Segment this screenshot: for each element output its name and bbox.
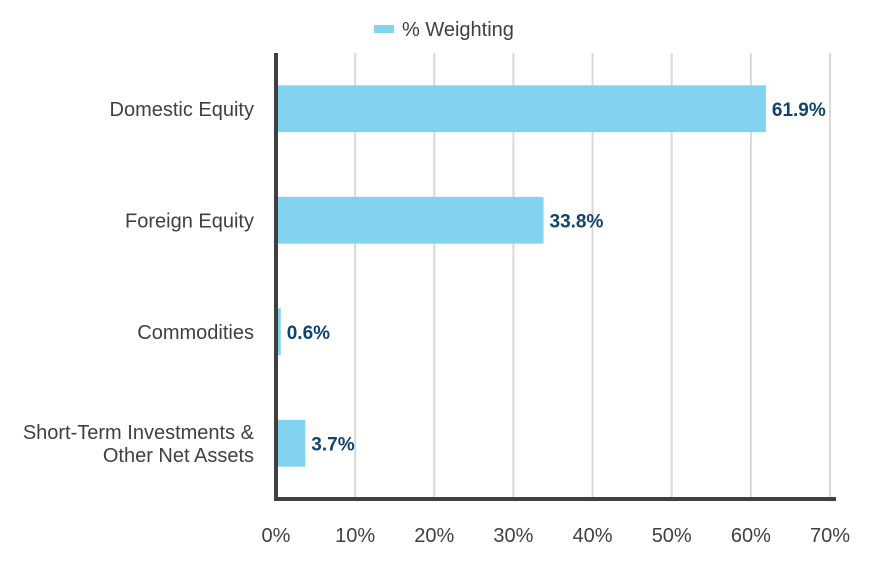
x-tick-label: 0% [262, 525, 291, 547]
x-tick-label: 20% [414, 525, 454, 547]
x-tick-label: 60% [731, 525, 771, 547]
bar [276, 85, 766, 133]
data-label: 61.9% [772, 100, 826, 121]
bar [276, 308, 281, 356]
x-tick-label: 70% [810, 525, 850, 547]
category-label: Commodities [137, 322, 254, 344]
legend-label: % Weighting [402, 19, 514, 41]
x-tick-label: 40% [573, 525, 613, 547]
x-tick-label: 10% [335, 525, 375, 547]
x-tick-label: 30% [493, 525, 533, 547]
category-label: Foreign Equity [125, 210, 254, 232]
bars [276, 85, 766, 467]
bar [276, 419, 306, 467]
axes [274, 53, 836, 501]
legend-swatch [374, 25, 394, 33]
data-label: 3.7% [311, 434, 354, 455]
category-label: Other Net Assets [103, 445, 254, 467]
x-tick-label: 50% [652, 525, 692, 547]
labels: 0% 10% 20% 30% 40% 50% 60% 70% 61.9% Domestic Equ… [23, 99, 850, 547]
bar [276, 196, 544, 244]
data-label: 33.8% [550, 211, 604, 232]
category-label: Domestic Equity [110, 99, 255, 121]
category-label: Short-Term Investments & [23, 422, 255, 444]
legend: % Weighting [374, 19, 514, 41]
data-label: 0.6% [287, 323, 330, 344]
